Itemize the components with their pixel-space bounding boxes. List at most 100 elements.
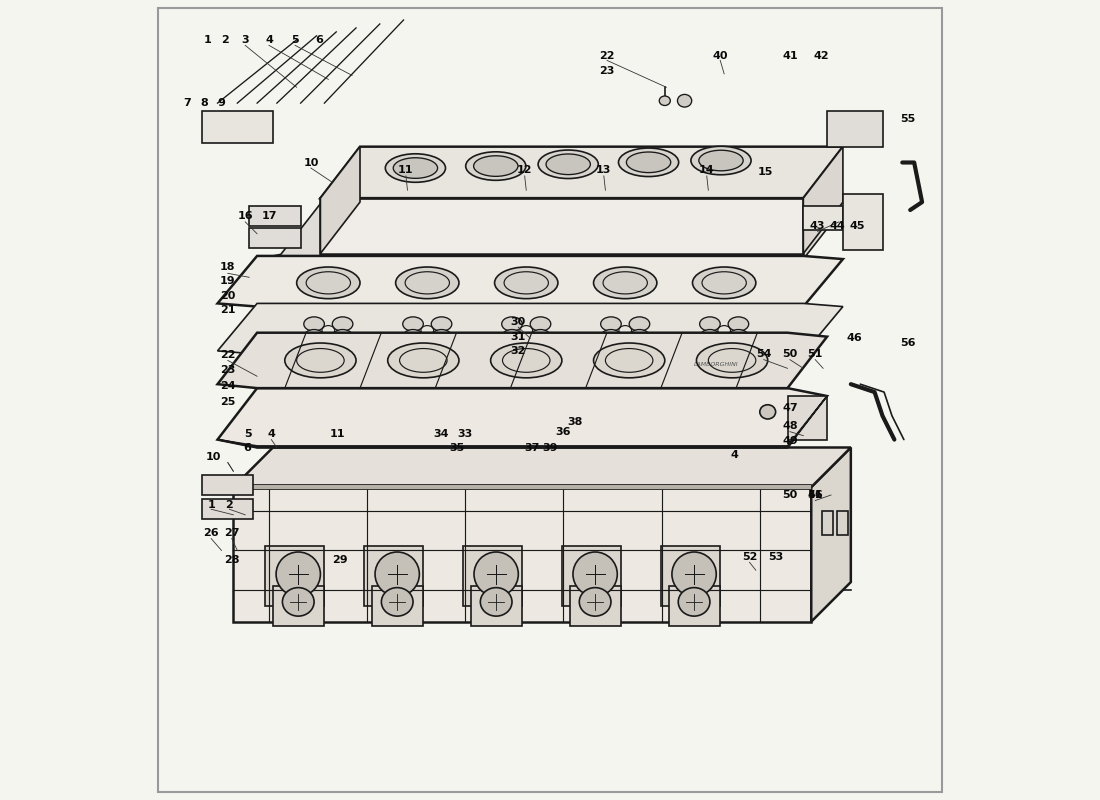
Text: 23: 23 xyxy=(600,66,615,76)
Text: 33: 33 xyxy=(458,429,473,439)
Text: 1: 1 xyxy=(204,34,211,45)
Text: 5: 5 xyxy=(244,429,252,439)
Ellipse shape xyxy=(387,343,459,378)
Ellipse shape xyxy=(538,150,598,178)
Text: 42: 42 xyxy=(814,50,829,61)
Text: 53: 53 xyxy=(768,552,783,562)
Text: 6: 6 xyxy=(243,442,252,453)
Text: 21: 21 xyxy=(220,305,235,314)
Ellipse shape xyxy=(698,150,744,171)
Bar xyxy=(827,111,882,146)
Bar xyxy=(669,586,720,626)
Text: 6: 6 xyxy=(315,34,322,45)
Polygon shape xyxy=(843,194,882,250)
Text: euro  spares: euro spares xyxy=(538,402,752,430)
Ellipse shape xyxy=(629,317,650,331)
Text: 4: 4 xyxy=(730,450,738,461)
Text: 20: 20 xyxy=(220,290,235,301)
Ellipse shape xyxy=(495,267,558,298)
Text: 34: 34 xyxy=(433,429,449,439)
Ellipse shape xyxy=(481,588,512,616)
Text: 1: 1 xyxy=(207,499,215,510)
Ellipse shape xyxy=(304,330,324,344)
Polygon shape xyxy=(812,447,850,622)
Text: 44: 44 xyxy=(829,221,845,231)
Bar xyxy=(788,396,827,439)
Text: 50: 50 xyxy=(782,349,797,359)
Polygon shape xyxy=(233,487,812,622)
Text: LAMBORGHINI: LAMBORGHINI xyxy=(694,362,738,367)
Text: 32: 32 xyxy=(510,346,526,356)
Ellipse shape xyxy=(491,343,562,378)
Ellipse shape xyxy=(403,317,424,331)
Text: 4: 4 xyxy=(265,34,273,45)
Text: 55: 55 xyxy=(900,114,915,124)
Text: 45: 45 xyxy=(849,221,865,231)
Text: 49: 49 xyxy=(782,436,797,446)
Text: 40: 40 xyxy=(713,50,728,61)
Text: 36: 36 xyxy=(556,426,571,437)
Ellipse shape xyxy=(678,94,692,107)
Ellipse shape xyxy=(700,317,720,331)
Text: 15: 15 xyxy=(758,167,773,177)
Ellipse shape xyxy=(679,588,710,616)
Text: 51: 51 xyxy=(807,490,823,500)
Text: 54: 54 xyxy=(756,349,771,359)
Text: 17: 17 xyxy=(261,211,277,222)
Ellipse shape xyxy=(385,154,446,182)
Ellipse shape xyxy=(728,330,749,344)
Text: 22: 22 xyxy=(600,50,615,61)
Ellipse shape xyxy=(618,148,679,177)
Polygon shape xyxy=(257,204,843,259)
Text: 39: 39 xyxy=(542,442,558,453)
Ellipse shape xyxy=(601,330,621,344)
Text: 29: 29 xyxy=(332,555,348,565)
Bar xyxy=(822,511,834,534)
Ellipse shape xyxy=(332,317,353,331)
Bar xyxy=(233,484,812,489)
Ellipse shape xyxy=(659,96,670,106)
Ellipse shape xyxy=(394,158,438,178)
Text: 2: 2 xyxy=(221,34,229,45)
Ellipse shape xyxy=(396,267,459,298)
Polygon shape xyxy=(218,388,827,447)
Text: 28: 28 xyxy=(224,555,240,565)
Ellipse shape xyxy=(546,154,591,174)
Text: euro  spares: euro spares xyxy=(268,266,483,296)
Text: 16: 16 xyxy=(238,211,253,222)
Polygon shape xyxy=(803,146,843,254)
Ellipse shape xyxy=(700,330,720,344)
Text: 5: 5 xyxy=(292,34,299,45)
Ellipse shape xyxy=(760,405,775,419)
Text: 46: 46 xyxy=(847,334,862,343)
Polygon shape xyxy=(218,333,827,388)
Text: 30: 30 xyxy=(510,318,526,327)
Bar xyxy=(562,546,622,606)
Text: 11: 11 xyxy=(330,429,345,439)
Ellipse shape xyxy=(403,330,424,344)
Bar xyxy=(661,546,721,606)
Ellipse shape xyxy=(474,156,518,176)
Text: 37: 37 xyxy=(524,442,539,453)
Text: 3: 3 xyxy=(241,34,249,45)
Polygon shape xyxy=(218,396,827,447)
Text: 56: 56 xyxy=(900,338,915,348)
Ellipse shape xyxy=(672,552,716,596)
Ellipse shape xyxy=(594,267,657,298)
Polygon shape xyxy=(320,198,803,254)
Ellipse shape xyxy=(601,317,621,331)
Ellipse shape xyxy=(696,343,768,378)
Text: 46: 46 xyxy=(807,490,823,500)
Bar xyxy=(463,546,522,606)
Text: 14: 14 xyxy=(698,166,715,175)
Text: 11: 11 xyxy=(398,166,414,175)
Text: 50: 50 xyxy=(782,490,797,500)
Text: 48: 48 xyxy=(782,421,797,431)
Text: 4: 4 xyxy=(267,429,275,439)
Ellipse shape xyxy=(626,152,671,173)
Text: 25: 25 xyxy=(220,397,235,406)
Text: 26: 26 xyxy=(204,528,219,538)
Ellipse shape xyxy=(629,330,650,344)
Bar xyxy=(273,586,324,626)
Ellipse shape xyxy=(502,330,522,344)
